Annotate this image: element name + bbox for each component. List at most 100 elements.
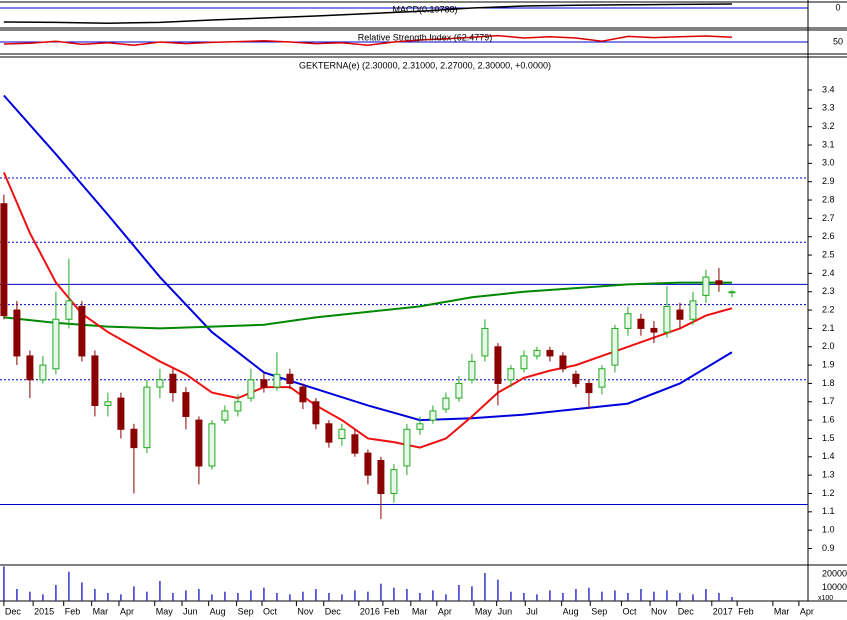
x-tick-label: 2017 — [713, 606, 733, 616]
candle-body — [403, 428, 411, 467]
candle-body — [676, 309, 684, 320]
y-tick-label: 1.7 — [822, 396, 835, 406]
y-tick-label: 0.9 — [822, 543, 835, 553]
y-tick-label: 2.0 — [822, 341, 835, 351]
x-tick-label: Jun — [183, 606, 198, 616]
x-tick-label: Dec — [325, 606, 342, 616]
candle-body — [104, 401, 112, 406]
y-tick-label: 3.1 — [822, 139, 835, 149]
candle-body — [156, 379, 164, 388]
y-tick-label: 3.3 — [822, 103, 835, 113]
candle-body — [650, 327, 658, 333]
y-tick-label: 2.7 — [822, 213, 835, 223]
x-tick-label: May — [156, 606, 174, 616]
x-tick-label: Feb — [65, 606, 81, 616]
candle-body — [13, 309, 21, 357]
y-tick-label: 1.8 — [822, 378, 835, 388]
candle-body — [442, 397, 450, 410]
x-tick-label: May — [475, 606, 493, 616]
y-tick-label: 1.1 — [822, 506, 835, 516]
y-tick-label: 1.2 — [822, 488, 835, 498]
x-tick-label: Dec — [5, 606, 22, 616]
candle-body — [624, 313, 632, 329]
candle-body — [286, 373, 294, 384]
candle-body — [39, 364, 47, 381]
y-tick-label: 10000 — [822, 582, 847, 592]
candle-body — [364, 452, 372, 476]
x-tick-label: Nov — [651, 606, 668, 616]
candle-body — [533, 349, 541, 357]
x-tick-label: Aug — [563, 606, 579, 616]
candle-body — [130, 428, 138, 449]
candle-body — [546, 349, 554, 357]
candle-body — [572, 373, 580, 384]
candle-body — [52, 318, 60, 370]
volume-unit: x100 — [818, 595, 833, 602]
candle-body — [585, 382, 593, 394]
y-tick-label: 3.0 — [822, 158, 835, 168]
candle-body — [611, 327, 619, 366]
y-tick-label: 2.1 — [822, 323, 835, 333]
y-tick-label: 2.9 — [822, 176, 835, 186]
candle-body — [702, 276, 710, 296]
candle-body — [143, 386, 151, 449]
x-tick-label: Nov — [297, 606, 314, 616]
candle-body — [351, 434, 359, 454]
candle-body — [325, 423, 333, 443]
candle-body — [715, 280, 723, 285]
candle-body — [520, 355, 528, 370]
candle-body — [507, 368, 515, 381]
x-tick-label: 2016 — [360, 606, 380, 616]
candle-body — [247, 379, 255, 399]
candle-body — [169, 373, 177, 394]
candle-body — [312, 401, 320, 425]
candle-body — [234, 401, 242, 412]
candle-body — [481, 327, 489, 357]
x-tick-label: Jun — [498, 606, 513, 616]
candle-body — [0, 203, 8, 317]
candle-body — [338, 428, 346, 439]
panel-title: MACD(0.10788) — [392, 4, 457, 14]
y-tick-label: 2.8 — [822, 194, 835, 204]
x-tick-label: Apr — [120, 606, 134, 616]
candle-body — [455, 382, 463, 399]
y-tick-label: 2.5 — [822, 249, 835, 259]
y-tick-label: 20000 — [822, 569, 847, 579]
candle-body — [91, 355, 99, 406]
x-tick-label: 2015 — [34, 606, 54, 616]
indicator-line — [3, 3, 732, 24]
x-tick-label: Feb — [738, 606, 754, 616]
moving-average — [3, 94, 733, 422]
chart-title: GEKTERNA(e) (2.30000, 2.31000, 2.27000, … — [299, 60, 551, 70]
moving-average — [2, 172, 733, 449]
y-tick-label: 3.2 — [822, 121, 835, 131]
x-tick-label: Oct — [622, 606, 637, 616]
candle-body — [78, 305, 86, 357]
x-tick-label: Jul — [526, 606, 538, 616]
candle-body — [390, 469, 398, 494]
candle-body — [468, 360, 476, 381]
y-tick-label: 2.2 — [822, 304, 835, 314]
x-tick-label: Aug — [210, 606, 226, 616]
x-tick-label: Mar — [774, 606, 790, 616]
candle-body — [429, 410, 437, 421]
candle-body — [637, 318, 645, 329]
x-tick-label: Mar — [93, 606, 109, 616]
y-tick-label: 1.3 — [822, 470, 835, 480]
candle-body — [117, 397, 125, 430]
candle-body — [260, 379, 268, 388]
x-tick-label: Oct — [263, 606, 278, 616]
candle-body — [689, 300, 697, 320]
y-tick-label: 2.6 — [822, 231, 835, 241]
y-tick-label: 1.6 — [822, 414, 835, 424]
candle-body — [195, 419, 203, 467]
candle-body — [663, 305, 671, 333]
candle-body — [273, 373, 281, 388]
x-tick-label: Mar — [412, 606, 428, 616]
candle-body — [221, 410, 229, 421]
candle-body — [377, 459, 385, 494]
y-tick-label: 2.4 — [822, 268, 835, 278]
candle-body — [26, 355, 34, 381]
candle-body — [208, 423, 216, 467]
candle-body — [559, 355, 567, 370]
